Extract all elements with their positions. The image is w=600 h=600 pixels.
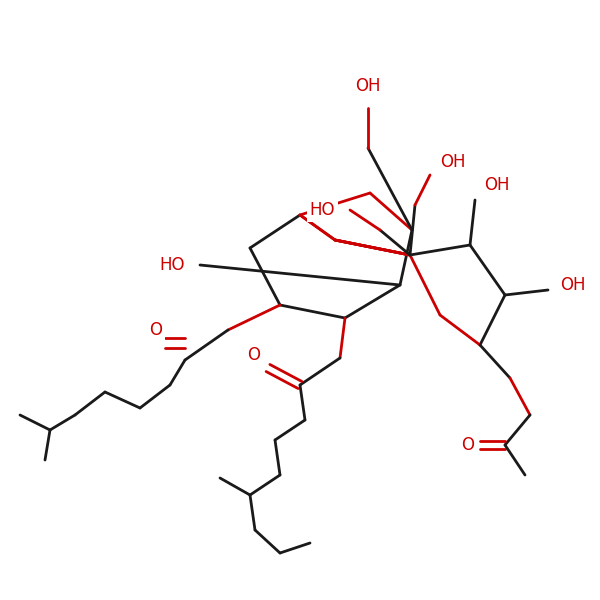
Text: O: O — [149, 321, 163, 339]
Text: O: O — [461, 436, 475, 454]
Text: HO: HO — [160, 256, 185, 274]
Text: HO: HO — [310, 201, 335, 219]
Text: OH: OH — [484, 176, 509, 194]
Text: OH: OH — [440, 153, 466, 171]
Text: OH: OH — [355, 77, 381, 95]
Text: O: O — [248, 346, 260, 364]
Text: OH: OH — [560, 276, 586, 294]
